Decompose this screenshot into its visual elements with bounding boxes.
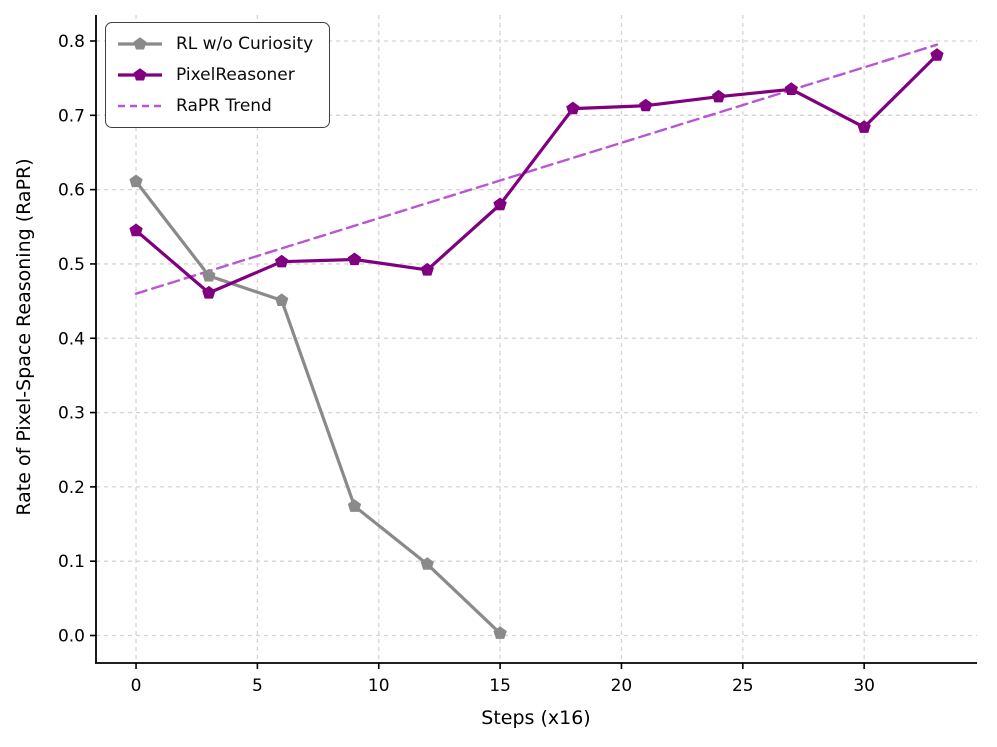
data-point-pentagon	[129, 174, 143, 188]
data-point-pentagon	[420, 262, 434, 276]
legend-item-rapr-trend: RaPR Trend	[116, 95, 313, 117]
x-tick-label: 10	[368, 676, 390, 696]
legend-line-sample	[118, 104, 162, 108]
data-point-pentagon	[639, 98, 653, 112]
x-tick-label: 25	[732, 676, 754, 696]
legend-label: RL w/o Curiosity	[176, 33, 314, 54]
x-tick-label: 5	[252, 676, 263, 696]
legend-item-pixelreasoner: PixelReasoner	[116, 64, 313, 86]
legend-label: RaPR Trend	[176, 95, 272, 116]
y-tick-label: 0.1	[58, 552, 85, 572]
series-line-rl-w-o-curiosity	[134, 179, 502, 635]
y-tick-label: 0.4	[58, 329, 85, 349]
data-point-pentagon	[275, 254, 289, 268]
y-tick-label: 0.5	[58, 255, 85, 275]
x-tick-label: 15	[489, 676, 511, 696]
data-point-pentagon	[347, 252, 362, 266]
x-axis-label: Steps (x16)	[481, 707, 591, 729]
data-point-pentagon	[420, 557, 434, 570]
data-point-pentagon	[129, 223, 143, 237]
x-tick-label: 30	[853, 676, 875, 696]
series-line-pixelreasoner	[134, 53, 939, 295]
data-point-pentagon	[784, 82, 798, 95]
data-point-pentagon	[493, 626, 507, 639]
y-axis-label: Rate of Pixel-Space Reasoning (RaPR)	[13, 158, 35, 516]
data-point-pentagon	[711, 89, 726, 103]
y-tick-label: 0.8	[58, 32, 85, 52]
x-tick-label: 20	[611, 676, 633, 696]
data-point-pentagon	[930, 48, 944, 61]
data-point-pentagon	[202, 285, 216, 299]
y-tick-label: 0.7	[58, 106, 85, 126]
legend: RL w/o Curiosity PixelReasoner RaPR Tren…	[105, 22, 331, 128]
data-point-pentagon	[493, 197, 507, 211]
series-line-rapr-trend	[134, 43, 939, 295]
y-tick-label: 0.3	[58, 404, 85, 424]
data-point-pentagon	[347, 499, 362, 512]
legend-label: PixelReasoner	[176, 64, 295, 85]
legend-item-rl-wo-curiosity: RL w/o Curiosity	[116, 33, 313, 55]
pentagon-marker-icon	[133, 68, 147, 81]
y-tick-label: 0.6	[58, 181, 85, 201]
data-point-pentagon	[275, 293, 289, 306]
x-tick-label: 0	[131, 676, 142, 696]
y-tick-label: 0.0	[58, 627, 85, 647]
data-point-pentagon	[857, 120, 871, 133]
legend-line-sample	[118, 37, 162, 50]
pentagon-marker-icon	[133, 37, 147, 50]
data-point-pentagon	[566, 101, 580, 115]
y-tick-label: 0.2	[58, 478, 85, 498]
data-point-pentagon	[202, 268, 216, 282]
legend-line-sample	[118, 68, 162, 81]
